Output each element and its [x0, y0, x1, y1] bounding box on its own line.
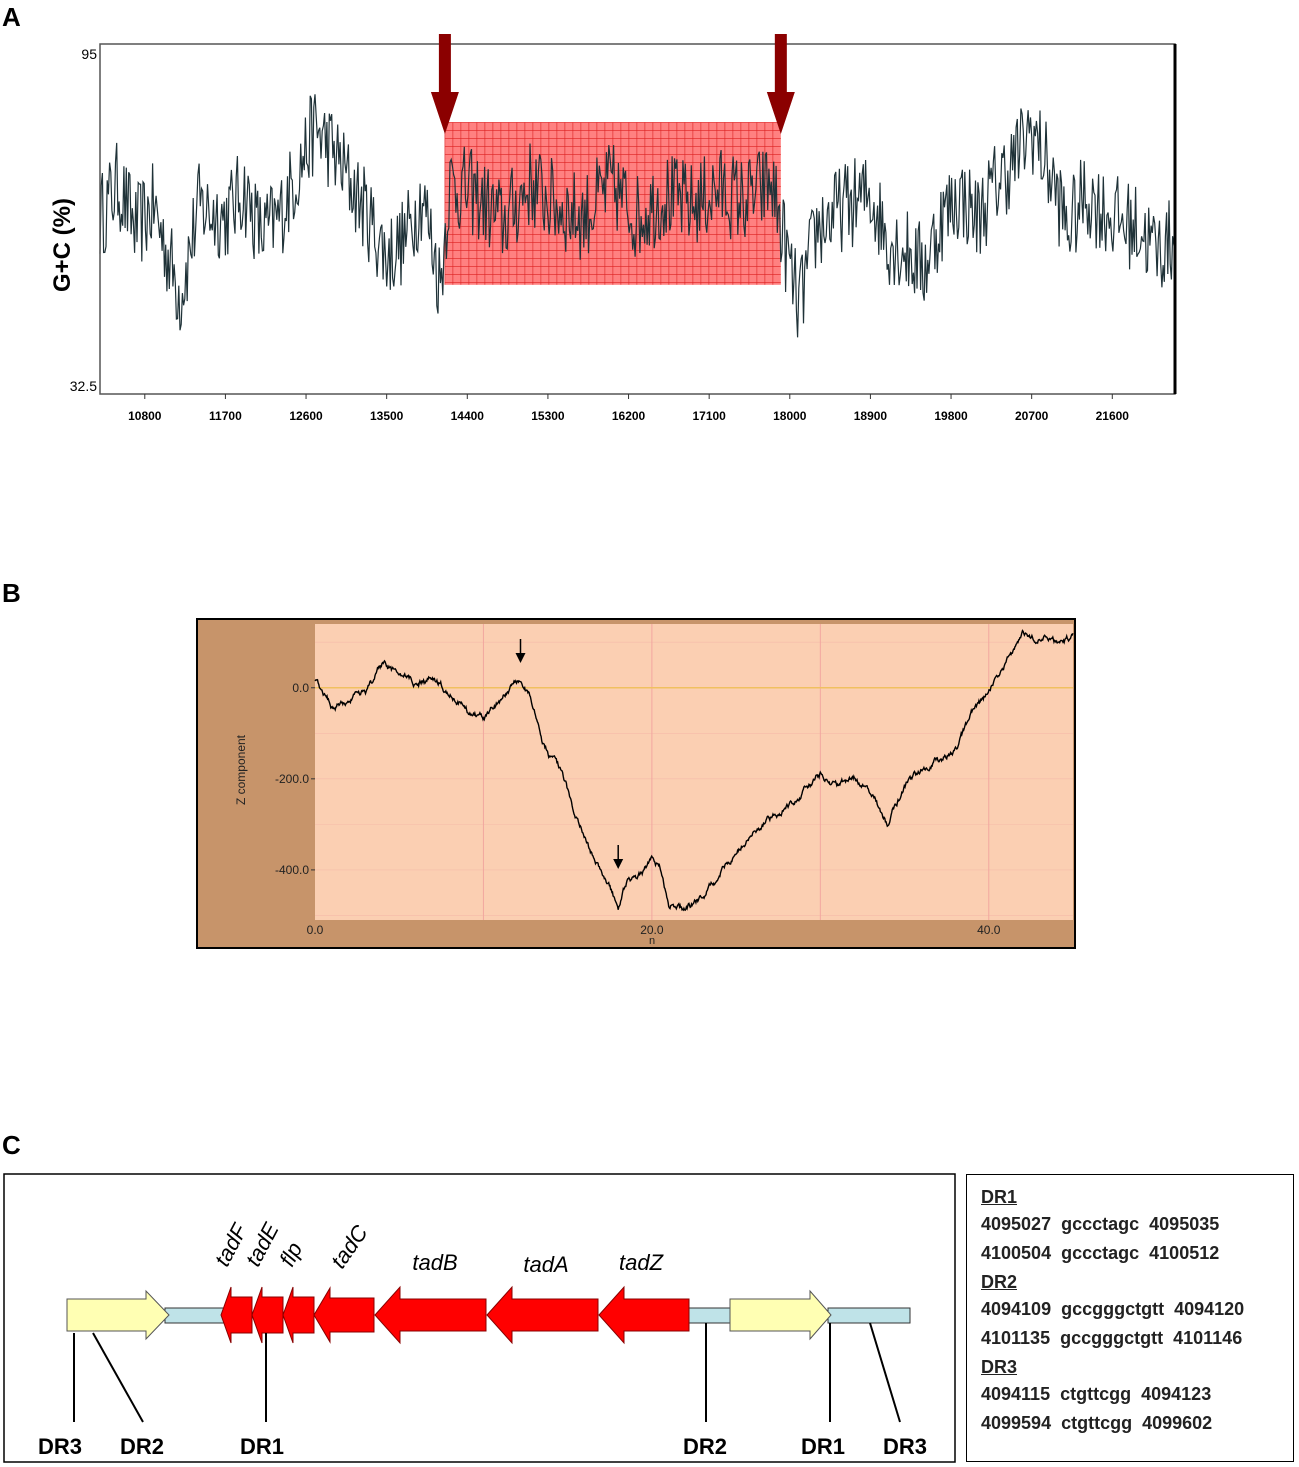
y-tick-max: 95	[81, 46, 97, 62]
mobile-element-right	[729, 1289, 832, 1341]
y-tick-label: 0.0	[292, 681, 309, 695]
dr-label: DR2	[120, 1434, 164, 1459]
gene-label-tadB: tadB	[412, 1250, 457, 1275]
dr-row: 4100504 gccctagc 4100512	[981, 1243, 1220, 1263]
gc-line	[99, 94, 1176, 338]
dr-row: 4095027 gccctagc 4095035	[981, 1214, 1220, 1234]
y-tick-label: -200.0	[275, 772, 309, 786]
pointer-dr3-right	[869, 1322, 901, 1423]
gene-tadF	[220, 1286, 253, 1344]
dr-group-3: DR3 4094115 ctgttcgg 4094123 4099594 ctg…	[981, 1357, 1279, 1438]
panel-letter-a: A	[2, 2, 21, 32]
z-series-line	[314, 629, 1074, 912]
x-tick-label: 21600	[1096, 409, 1130, 423]
backbone-left	[164, 1307, 226, 1324]
y-tick-label: -400.0	[275, 863, 309, 877]
plot-area	[315, 624, 1073, 920]
gene-flp	[282, 1286, 315, 1344]
backbone-right	[827, 1307, 911, 1324]
dr-row: 4101135 gccgggctgtt 4101146	[981, 1328, 1243, 1348]
gene-map: tadF tadE flp tadC tadB tadA tadZ DR3 DR…	[3, 1173, 956, 1463]
x-tick-label: 40.0	[977, 923, 1001, 937]
dr-label: DR3	[883, 1434, 927, 1459]
z-curve-chart: 0.0 -200.0 -400.0 0.0 20.0 40.0 n Z componen…	[196, 618, 1076, 949]
x-tick-label: 20.0	[640, 923, 664, 937]
dr-row: 4099594 ctgttcgg 4099602	[981, 1413, 1213, 1433]
x-tick-label: 0.0	[307, 923, 324, 937]
x-tick-label: 18900	[854, 409, 888, 423]
x-tick-label: 10800	[128, 409, 162, 423]
dr-group-title: DR1	[981, 1187, 1018, 1207]
dr-row: 4094109 gccgggctgtt 4094120	[981, 1299, 1245, 1319]
marker-arrowhead-2	[613, 859, 624, 869]
gene-tadA	[486, 1285, 599, 1345]
gene-map-frame	[3, 1173, 956, 1463]
dr-label: DR2	[683, 1434, 727, 1459]
gc-content-chart: G+C (%) 95 32.5 10800 11700 12600 13500 1440…	[49, 34, 1177, 423]
dr-group-title: DR2	[981, 1272, 1018, 1292]
pointer-dr2-left	[92, 1332, 144, 1423]
x-tick-label: 19800	[934, 409, 968, 423]
x-axis-label: n	[649, 935, 655, 947]
gene-label-tadE: tadE	[240, 1218, 283, 1270]
gene-label-tadZ: tadZ	[619, 1250, 665, 1275]
highlight-region	[444, 122, 781, 285]
gene-label-flp: flp	[274, 1238, 307, 1270]
y-axis-label: Z component	[234, 734, 248, 805]
mobile-element-left	[66, 1289, 170, 1341]
gc-series-line	[99, 94, 1176, 338]
panel-letter-c: C	[2, 1130, 21, 1160]
boundary-arrow-2	[766, 34, 795, 134]
panel-letter-b: B	[2, 578, 21, 608]
direct-repeats-box: DR1 4095027 gccctagc 4095035 4100504 gcc…	[966, 1174, 1294, 1462]
gene-tadB	[374, 1285, 487, 1345]
z-line	[314, 629, 1074, 912]
x-tick-label: 17100	[692, 409, 726, 423]
gene-tadC	[313, 1286, 375, 1344]
x-tick-label: 16200	[612, 409, 646, 423]
dr-group-2: DR2 4094109 gccgggctgtt 4094120 4101135 …	[981, 1272, 1279, 1353]
gene-label-tadA: tadA	[523, 1252, 568, 1277]
x-tick-label: 12600	[289, 409, 323, 423]
y-tick-min: 32.5	[70, 378, 97, 394]
gene-tadE	[251, 1286, 284, 1344]
boundary-arrow-1	[430, 34, 459, 134]
dr-label: DR3	[38, 1434, 82, 1459]
x-tick-label: 18000	[773, 409, 807, 423]
dr-label: DR1	[240, 1434, 284, 1459]
gene-label-tadC: tadC	[326, 1220, 373, 1272]
x-tick-label: 14400	[451, 409, 485, 423]
y-axis-label: G+C (%)	[49, 198, 76, 292]
marker-arrowhead-1	[515, 653, 526, 663]
x-tick-label: 11700	[209, 409, 242, 423]
gene-tadZ	[598, 1285, 690, 1345]
x-tick-label: 15300	[531, 409, 565, 423]
x-tick-label: 20700	[1015, 409, 1049, 423]
dr-label: DR1	[801, 1434, 845, 1459]
backbone-mid	[687, 1307, 734, 1324]
dr-row: 4094115 ctgttcgg 4094123	[981, 1384, 1212, 1404]
x-tick-label: 13500	[370, 409, 404, 423]
dr-group-1: DR1 4095027 gccctagc 4095035 4100504 gcc…	[981, 1187, 1279, 1268]
dr-group-title: DR3	[981, 1357, 1018, 1377]
